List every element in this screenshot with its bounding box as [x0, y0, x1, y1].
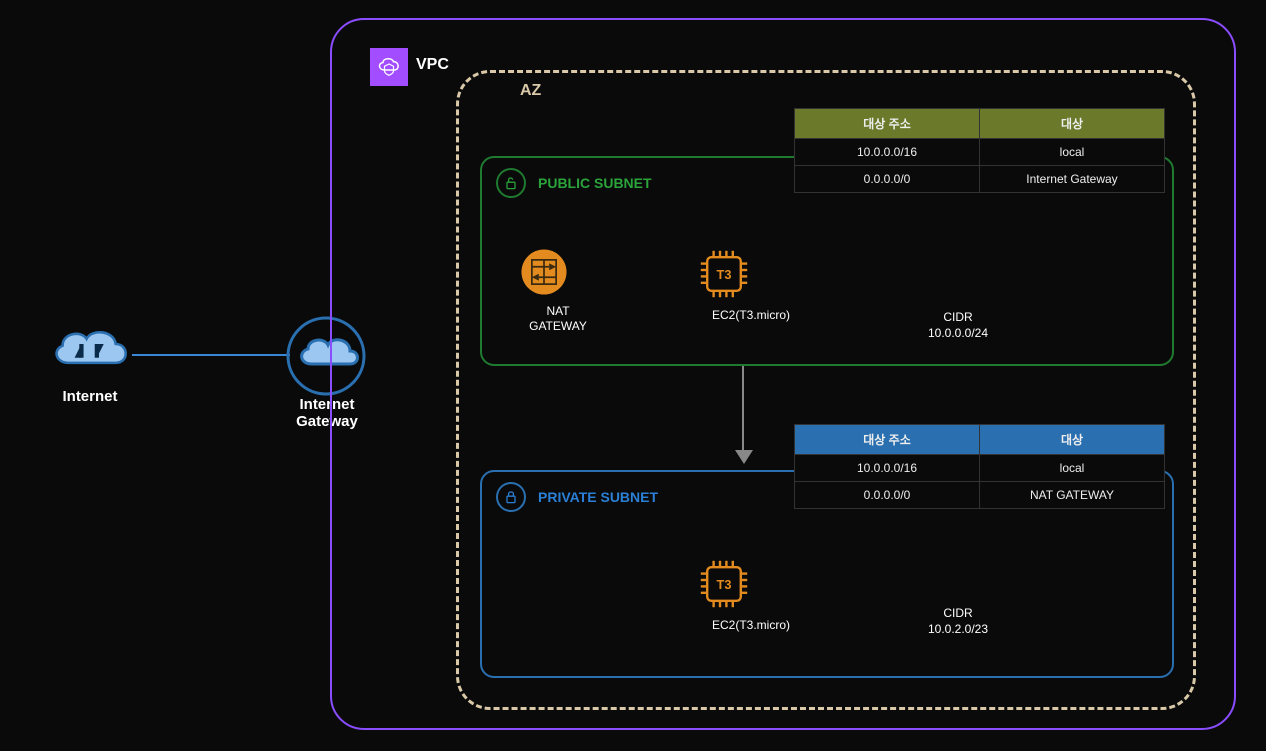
vpc-icon [370, 48, 408, 86]
private-route-table: 대상 주소 대상 10.0.0.0/16 local 0.0.0.0/0 NAT… [794, 424, 1165, 509]
internet-icon [45, 320, 135, 380]
cidr-value: 10.0.0.0/24 [898, 326, 1018, 342]
public-subnet-header: PUBLIC SUBNET [496, 168, 652, 198]
table-row: 0.0.0.0/0 Internet Gateway [795, 166, 1165, 193]
ec2-private-label: EC2(T3.micro) [696, 618, 806, 633]
nat-gateway-icon [518, 246, 570, 298]
route-target: local [980, 139, 1165, 166]
svg-text:T3: T3 [717, 267, 732, 282]
ec2-chip-icon: T3 [696, 556, 752, 612]
connector-internet-igw [132, 354, 290, 356]
table-row: 10.0.0.0/16 local [795, 455, 1165, 482]
private-subnet-header: PRIVATE SUBNET [496, 482, 658, 512]
ec2-public-label: EC2(T3.micro) [696, 308, 806, 323]
route-dest: 10.0.0.0/16 [795, 139, 980, 166]
route-dest: 0.0.0.0/0 [795, 166, 980, 193]
connector-public-private [742, 366, 744, 454]
cidr-value: 10.0.2.0/23 [898, 622, 1018, 638]
nat-gateway-label: NAT GATEWAY [518, 304, 598, 334]
cidr-label: CIDR [898, 310, 1018, 326]
route-target: local [980, 455, 1165, 482]
public-subnet-title: PUBLIC SUBNET [538, 175, 652, 191]
table-row: 0.0.0.0/0 NAT GATEWAY [795, 482, 1165, 509]
table-header: 대상 주소 [795, 425, 980, 455]
az-label: AZ [520, 82, 541, 100]
private-subnet-title: PRIVATE SUBNET [538, 489, 658, 505]
internet-label: Internet [42, 388, 138, 405]
diagram-canvas: Internet Internet Gateway VPC AZ PUBL [0, 0, 1266, 751]
lock-open-icon [496, 168, 526, 198]
route-target: NAT GATEWAY [980, 482, 1165, 509]
table-header: 대상 주소 [795, 109, 980, 139]
route-target: Internet Gateway [980, 166, 1165, 193]
route-dest: 0.0.0.0/0 [795, 482, 980, 509]
public-cidr: CIDR 10.0.0.0/24 [898, 310, 1018, 341]
ec2-public: T3 EC2(T3.micro) [696, 246, 806, 323]
arrow-head-icon [735, 450, 753, 464]
vpc-label: VPC [416, 56, 449, 74]
nat-gateway: NAT GATEWAY [518, 246, 598, 334]
svg-text:T3: T3 [717, 577, 732, 592]
ec2-chip-icon: T3 [696, 246, 752, 302]
table-header: 대상 [980, 425, 1165, 455]
table-row: 10.0.0.0/16 local [795, 139, 1165, 166]
ec2-private: T3 EC2(T3.micro) [696, 556, 806, 633]
cidr-label: CIDR [898, 606, 1018, 622]
table-header: 대상 [980, 109, 1165, 139]
route-dest: 10.0.0.0/16 [795, 455, 980, 482]
private-cidr: CIDR 10.0.2.0/23 [898, 606, 1018, 637]
public-route-table: 대상 주소 대상 10.0.0.0/16 local 0.0.0.0/0 Int… [794, 108, 1165, 193]
lock-closed-icon [496, 482, 526, 512]
